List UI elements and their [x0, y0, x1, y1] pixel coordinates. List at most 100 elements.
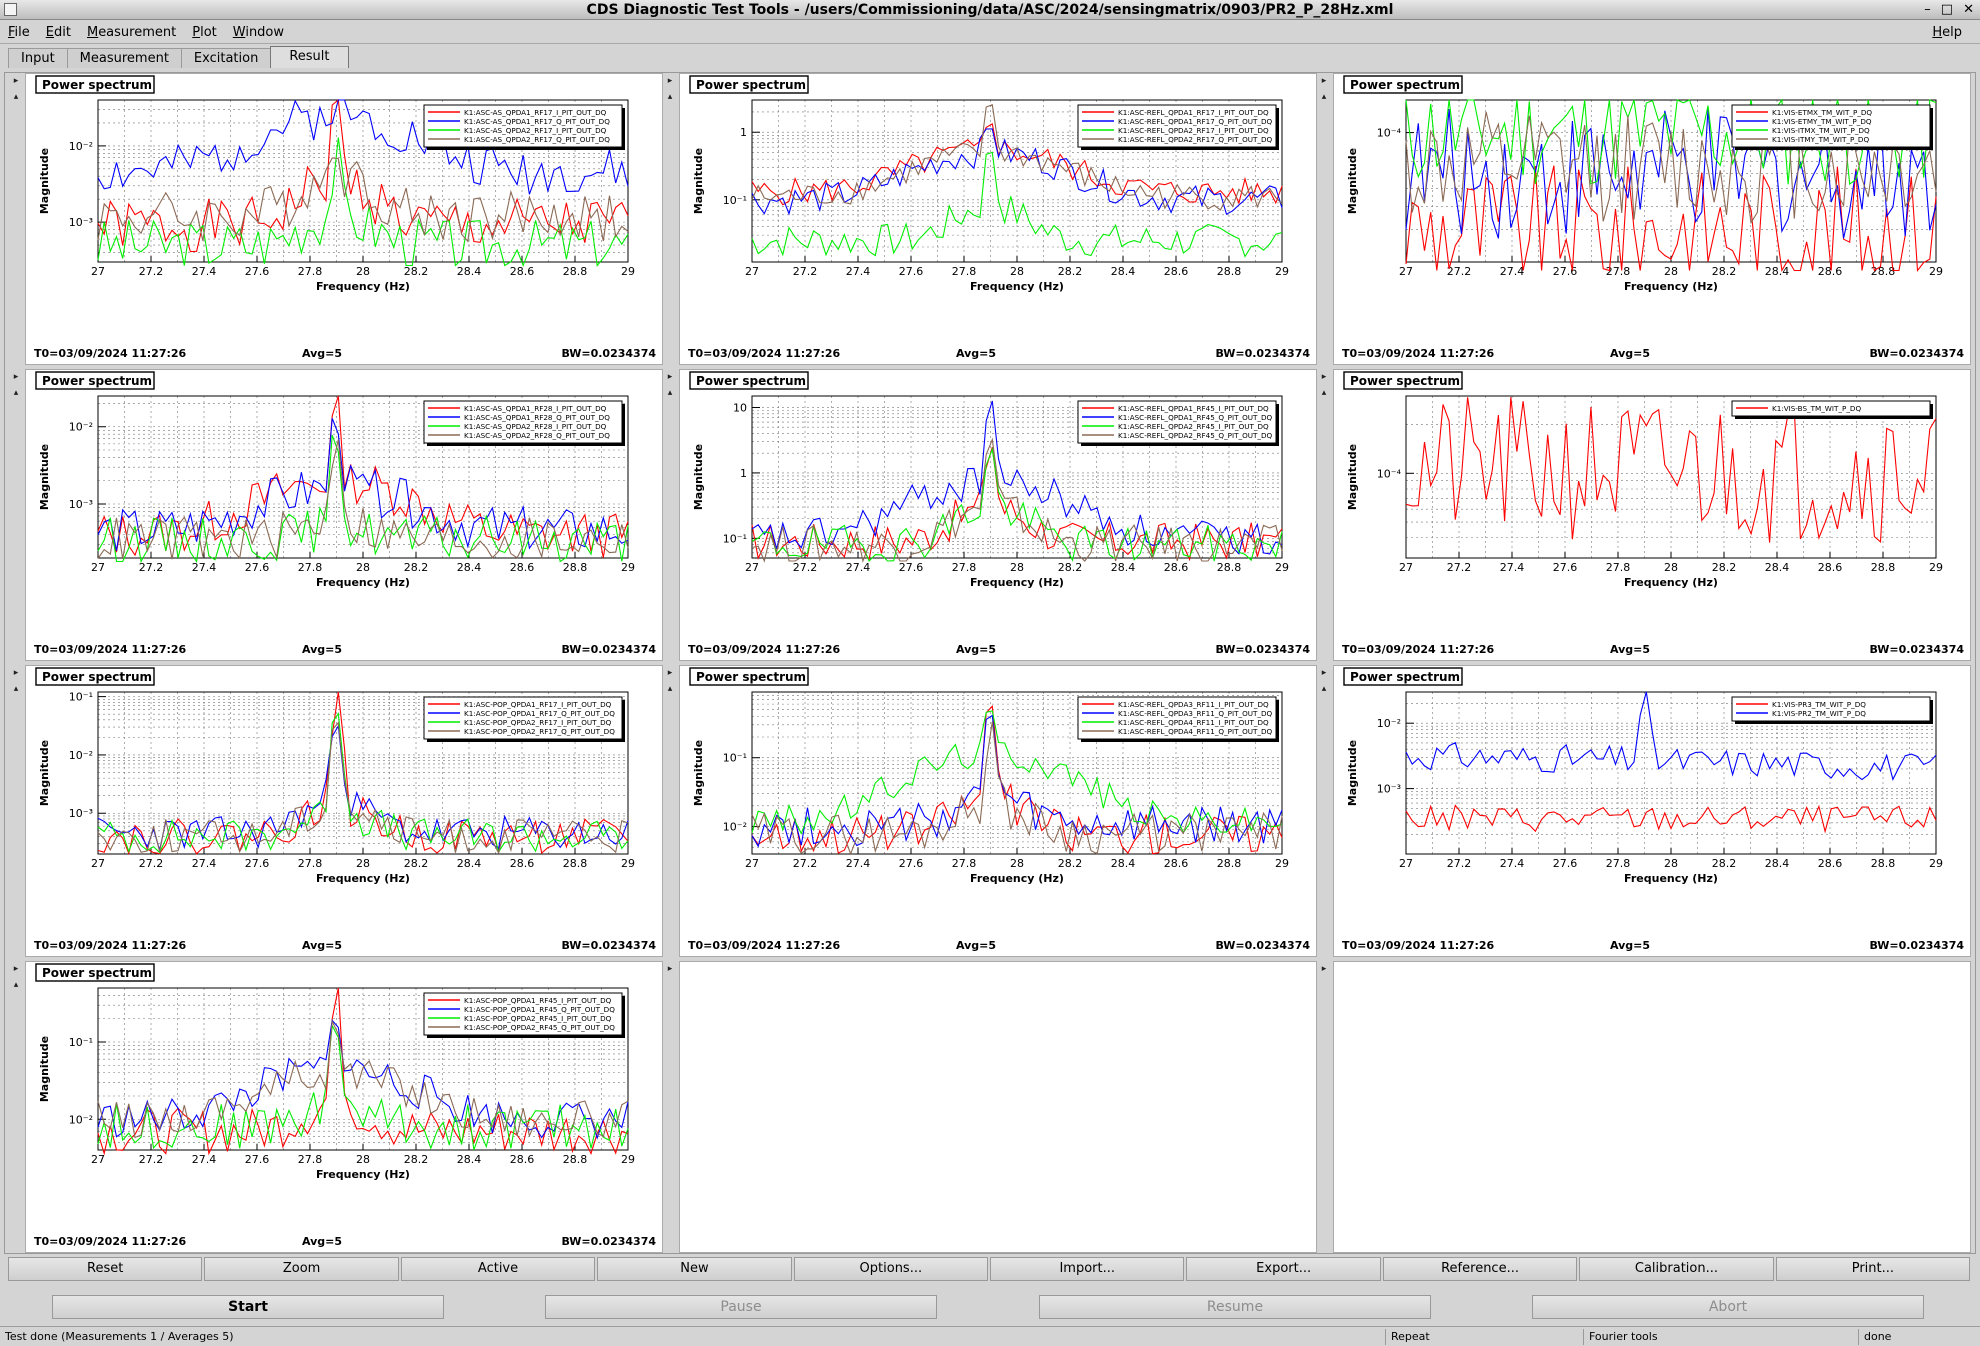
power-spectrum-chart: Power spectrum 27 27.2 27.4 27.6 27.8 28 28.2 28… — [688, 667, 1310, 952]
title-box — [1343, 75, 1463, 94]
plot-frame[interactable]: Power spectrum 27 27.2 27.4 27.6 27.8 28 28.2 28… — [25, 369, 663, 661]
footer-bw: BW=0.0234374 — [1215, 643, 1310, 656]
title-box — [1343, 667, 1463, 686]
x-tick-label: 27.2 — [793, 265, 818, 278]
x-axis-label: Frequency (Hz) — [316, 872, 410, 885]
power-spectrum-chart: Power spectrum 27 27.2 27.4 27.6 27.8 28 28.2 28… — [688, 371, 1310, 656]
start-button[interactable]: Start — [52, 1295, 444, 1319]
pad-nav-arrows[interactable]: ▸ ▴ — [13, 372, 19, 398]
abort-button[interactable]: Abort — [1532, 1295, 1924, 1319]
plot-frame[interactable]: Power spectrum 27 27.2 27.4 27.6 27.8 28 28.2 28… — [25, 665, 663, 957]
footer-bw: BW=0.0234374 — [1869, 643, 1964, 656]
x-tick-label: 28.8 — [1217, 857, 1242, 870]
pad-nav-arrows[interactable]: ▸ ▴ — [667, 372, 673, 398]
footer-avg: Avg=5 — [302, 939, 342, 952]
menu-measurement[interactable]: Measurement — [86, 25, 177, 40]
plot-frame[interactable] — [679, 961, 1317, 1253]
x-axis-label: Frequency (Hz) — [970, 576, 1064, 589]
plot-frame[interactable]: Power spectrum 27 27.2 27.4 27.6 27.8 28 28.2 28… — [25, 961, 663, 1253]
calibration-button[interactable]: Calibration... — [1579, 1257, 1774, 1281]
active-button[interactable]: Active — [400, 1257, 596, 1281]
series-line — [97, 691, 629, 856]
pad-nav-arrows[interactable]: ▸ ▴ — [1321, 372, 1327, 398]
minimize-icon[interactable]: – — [1924, 2, 1931, 17]
power-spectrum-chart: Power spectrum 27 27.2 27.4 27.6 27.8 28 28.2 28… — [688, 75, 1310, 360]
series-line — [97, 1019, 629, 1139]
plot-frame[interactable]: Power spectrum 27 27.2 27.4 27.6 27.8 28 28.2 28… — [1333, 369, 1971, 661]
footer-avg: Avg=5 — [956, 939, 996, 952]
pad-nav-arrows[interactable]: ▸ ▴ — [13, 668, 19, 694]
legend-label: K1:ASC-AS_QPDA2_RF17_Q_PIT_OUT_DQ — [464, 135, 610, 144]
x-tick-label: 27.8 — [298, 265, 323, 278]
pad-nav-arrows[interactable]: ▸ ▴ — [13, 964, 19, 990]
zoom-button[interactable]: Zoom — [204, 1257, 399, 1281]
title-box — [1343, 371, 1463, 390]
plot-frame[interactable] — [1333, 961, 1971, 1253]
plot-frame[interactable]: Power spectrum 27 27.2 27.4 27.6 27.8 28 28.2 28… — [1333, 73, 1971, 365]
import-button[interactable]: Import... — [990, 1257, 1185, 1281]
x-tick-label: 28.2 — [1712, 265, 1737, 278]
status-state: done — [1858, 1329, 1976, 1345]
menu-window[interactable]: Window — [232, 25, 285, 40]
print-button[interactable]: Print... — [1775, 1257, 1971, 1281]
x-tick-label: 27.2 — [1447, 561, 1472, 574]
x-tick-label: 28.4 — [457, 1153, 482, 1166]
x-axis-label: Frequency (Hz) — [316, 280, 410, 293]
x-tick-label: 27.4 — [846, 265, 871, 278]
x-tick-label: 27.8 — [1606, 561, 1631, 574]
plot-frame[interactable]: Power spectrum 27 27.2 27.4 27.6 27.8 28 28.2 28… — [679, 665, 1317, 957]
menu-plot[interactable]: Plot — [192, 25, 217, 40]
legend-label: K1:ASC-REFL_QPDA3_RF11_Q_PIT_OUT_DQ — [1118, 709, 1273, 718]
reset-button[interactable]: Reset — [8, 1257, 203, 1281]
menu-file[interactable]: File — [8, 25, 30, 40]
pad-nav-arrows[interactable]: ▸ ▴ — [13, 76, 19, 102]
series-line — [751, 104, 1283, 211]
x-tick-label: 27.4 — [192, 857, 217, 870]
legend: K1:ASC-REFL_QPDA1_RF45_I_PIT_OUT_DQK1:AS… — [1077, 400, 1279, 446]
new-button[interactable]: New — [597, 1257, 792, 1281]
tab-result[interactable]: Result — [270, 46, 349, 68]
plot-pad: ▸ ▴ Power spectrum 27 27.2 27.4 27.6 27.8 28 28.… — [659, 369, 1319, 663]
footer-avg: Avg=5 — [1610, 347, 1650, 360]
options-button[interactable]: Options... — [793, 1257, 989, 1281]
status-tools: Fourier tools — [1583, 1329, 1856, 1345]
x-tick-label: 28.6 — [510, 265, 535, 278]
pad-nav-arrows[interactable]: ▸ ▴ — [667, 668, 673, 694]
menu-help[interactable]: Help — [1932, 25, 1962, 40]
plot-pad: ▸ ▴ Power spectrum 27 27.2 27.4 27.6 27.8 28 28.… — [1313, 73, 1973, 367]
resume-button[interactable]: Resume — [1039, 1295, 1431, 1319]
pad-nav-arrows[interactable]: ▸ ▴ — [667, 76, 673, 102]
legend-label: K1:ASC-REFL_QPDA2_RF17_Q_PIT_OUT_DQ — [1118, 135, 1273, 144]
close-icon[interactable]: ✕ — [1963, 2, 1974, 17]
pause-button[interactable]: Pause — [545, 1295, 937, 1319]
status-repeat: Repeat — [1385, 1329, 1581, 1345]
tab-input[interactable]: Input — [8, 48, 68, 68]
x-axis-label: Frequency (Hz) — [970, 872, 1064, 885]
legend-label: K1:VIS-ETMY_TM_WIT_P_DQ — [1772, 117, 1872, 126]
app-icon — [4, 3, 17, 16]
plot-frame[interactable]: Power spectrum 27 27.2 27.4 27.6 27.8 28 28.2 28… — [679, 369, 1317, 661]
plot-frame[interactable]: Power spectrum 27 27.2 27.4 27.6 27.8 28 28.2 28… — [25, 73, 663, 365]
pad-nav-arrows[interactable]: ▸ — [1321, 964, 1327, 974]
series-line — [97, 157, 629, 243]
pad-nav-arrows[interactable]: ▸ — [667, 964, 673, 974]
x-tick-label: 27.6 — [1553, 561, 1578, 574]
menu-edit[interactable]: Edit — [45, 25, 71, 40]
plot-frame[interactable]: Power spectrum 27 27.2 27.4 27.6 27.8 28 28.2 28… — [1333, 665, 1971, 957]
export-button[interactable]: Export... — [1186, 1257, 1381, 1281]
plot-frame[interactable]: Power spectrum 27 27.2 27.4 27.6 27.8 28 28.2 28… — [679, 73, 1317, 365]
x-tick-label: 27.8 — [298, 1153, 323, 1166]
x-tick-label: 28.4 — [1111, 561, 1136, 574]
plot-pad: ▸ ▴ Power spectrum 27 27.2 27.4 27.6 27.8 28 28.… — [1313, 665, 1973, 959]
tab-measurement[interactable]: Measurement — [66, 48, 182, 68]
maximize-icon[interactable]: □ — [1940, 2, 1954, 17]
title-box — [35, 371, 155, 390]
reference-button[interactable]: Reference... — [1382, 1257, 1578, 1281]
footer-bw: BW=0.0234374 — [561, 1235, 656, 1248]
x-tick-label: 28.2 — [404, 1153, 429, 1166]
tab-excitation[interactable]: Excitation — [180, 48, 272, 68]
pad-nav-arrows[interactable]: ▸ ▴ — [1321, 76, 1327, 102]
pad-nav-arrows[interactable]: ▸ ▴ — [1321, 668, 1327, 694]
y-tick-label: 10⁻¹ — [723, 752, 747, 765]
